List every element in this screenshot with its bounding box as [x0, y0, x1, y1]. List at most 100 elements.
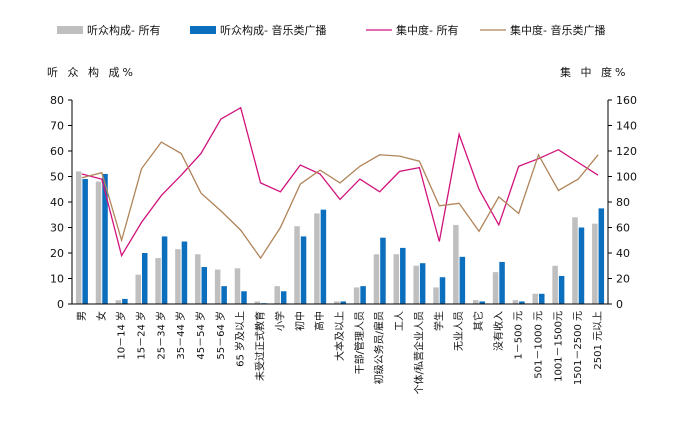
- bar-music-3: [141, 253, 148, 304]
- category-label: 501－1000 元: [534, 311, 545, 379]
- bar-music-19: [459, 256, 466, 304]
- bar-music-1: [102, 173, 108, 304]
- bar-all-2: [115, 300, 122, 304]
- bar-music-23: [539, 293, 545, 304]
- y-tick-label: 20: [50, 247, 64, 260]
- y2-tick-label: 100: [616, 171, 637, 184]
- y-axis-title: 听 众 构 成%: [47, 65, 136, 79]
- category-label: 小学: [273, 311, 286, 331]
- bar-all-21: [492, 272, 499, 304]
- category-label: 男: [76, 311, 88, 321]
- bar-all-17: [413, 265, 419, 304]
- bar-all-13: [334, 301, 340, 304]
- category-label: 2501 元以上: [592, 311, 604, 370]
- bar-all-12: [314, 213, 320, 304]
- lines: [81, 106, 599, 260]
- bars: [75, 171, 605, 304]
- y-tick-label: 0: [57, 298, 64, 311]
- bar-music-24: [558, 275, 565, 304]
- bar-all-3: [135, 274, 141, 304]
- category-label: 10－14 岁: [115, 311, 128, 360]
- y2-axis-title: 集 中 度%: [560, 65, 628, 79]
- category-label: 干部/管理人员: [353, 311, 366, 374]
- y-tick-label: 80: [50, 94, 64, 107]
- x-axis: 男女 10－14 岁 15－24 岁 25－34 岁 35－44 岁 45－54 岁 55－…: [72, 303, 608, 394]
- bar-all-20: [472, 300, 479, 304]
- bar-music-11: [300, 236, 307, 304]
- bar-music-10: [280, 291, 287, 304]
- category-label: 1－500 元: [514, 311, 525, 360]
- bar-music-16: [400, 247, 406, 304]
- bar-all-16: [393, 254, 400, 304]
- category-label: 大本及以上: [333, 311, 346, 361]
- category-label: 65 岁及以上: [234, 311, 247, 367]
- bar-all-5: [175, 249, 181, 304]
- y2-tick-label: 160: [616, 94, 637, 107]
- bar-all-1: [95, 181, 102, 304]
- category-label: 15－24 岁: [134, 311, 147, 360]
- line-concentration-music: [81, 141, 599, 260]
- category-label: 25－34 岁: [154, 311, 167, 360]
- category-label: 初中: [293, 311, 306, 331]
- bar-all-25: [572, 217, 578, 304]
- y2-tick-label: 140: [616, 120, 637, 133]
- category-label: 初级公务员/雇员: [373, 311, 386, 384]
- y-tick-label: 70: [50, 120, 64, 133]
- y-tick-label: 50: [50, 171, 64, 184]
- y-tick-label: 10: [50, 273, 64, 286]
- bar-music-7: [221, 286, 227, 304]
- y2-tick-label: 20: [616, 273, 630, 286]
- bar-all-26: [592, 223, 598, 304]
- category-label: 1001－1500元: [553, 311, 564, 382]
- legend-swatch: [57, 26, 83, 34]
- bar-all-19: [453, 224, 459, 304]
- y2-axis: 0 20 40 60 80 100 120 140 160: [607, 94, 637, 311]
- bar-music-15: [380, 237, 386, 304]
- y2-tick-label: 40: [616, 247, 630, 260]
- category-label: 个体/私营企业人员: [412, 311, 425, 394]
- bar-all-4: [155, 258, 161, 304]
- category-label: 高中: [313, 311, 326, 331]
- bar-all-18: [433, 287, 439, 304]
- bar-music-18: [439, 277, 446, 304]
- category-label: 1501－2500 元: [573, 311, 584, 385]
- bar-music-12: [320, 209, 327, 304]
- bar-music-6: [201, 267, 208, 304]
- bar-all-7: [214, 269, 221, 304]
- legend-label: 听众构成- 所有: [87, 23, 160, 37]
- bar-music-20: [479, 301, 485, 304]
- bar-music-26: [598, 208, 605, 304]
- bar-all-0: [75, 171, 82, 304]
- y-tick-label: 30: [50, 222, 64, 235]
- y2-tick-label: 60: [616, 222, 630, 235]
- bar-music-21: [499, 261, 505, 304]
- bar-all-15: [373, 254, 380, 304]
- category-label: 女: [95, 311, 108, 321]
- legend-label: 集中度- 音乐类广播: [510, 23, 605, 37]
- bar-all-22: [512, 300, 519, 304]
- bar-music-17: [419, 263, 426, 304]
- category-label: 没有收入: [492, 311, 505, 351]
- bar-all-6: [195, 254, 201, 304]
- category-label: 无业人员: [453, 311, 465, 351]
- category-label: 35－44 岁: [174, 311, 187, 360]
- category-label: 学生: [432, 311, 445, 331]
- bar-music-0: [82, 179, 88, 304]
- category-label: 45－54 岁: [194, 311, 207, 360]
- bar-all-14: [353, 287, 360, 304]
- bar-all-10: [274, 286, 280, 304]
- bar-all-9: [254, 301, 261, 304]
- legend-label: 集中度- 所有: [396, 23, 458, 37]
- y-tick-label: 60: [50, 145, 64, 158]
- bar-music-13: [340, 301, 346, 304]
- y-tick-label: 40: [50, 196, 64, 209]
- bar-all-8: [234, 268, 241, 304]
- category-label: 其它: [472, 311, 485, 331]
- category-label: 未受过正式教育: [254, 311, 267, 381]
- y2-tick-label: 120: [616, 145, 637, 158]
- bar-all-23: [532, 293, 539, 304]
- bar-music-22: [519, 301, 525, 304]
- bar-music-25: [578, 227, 585, 304]
- category-label: 工人: [394, 311, 406, 331]
